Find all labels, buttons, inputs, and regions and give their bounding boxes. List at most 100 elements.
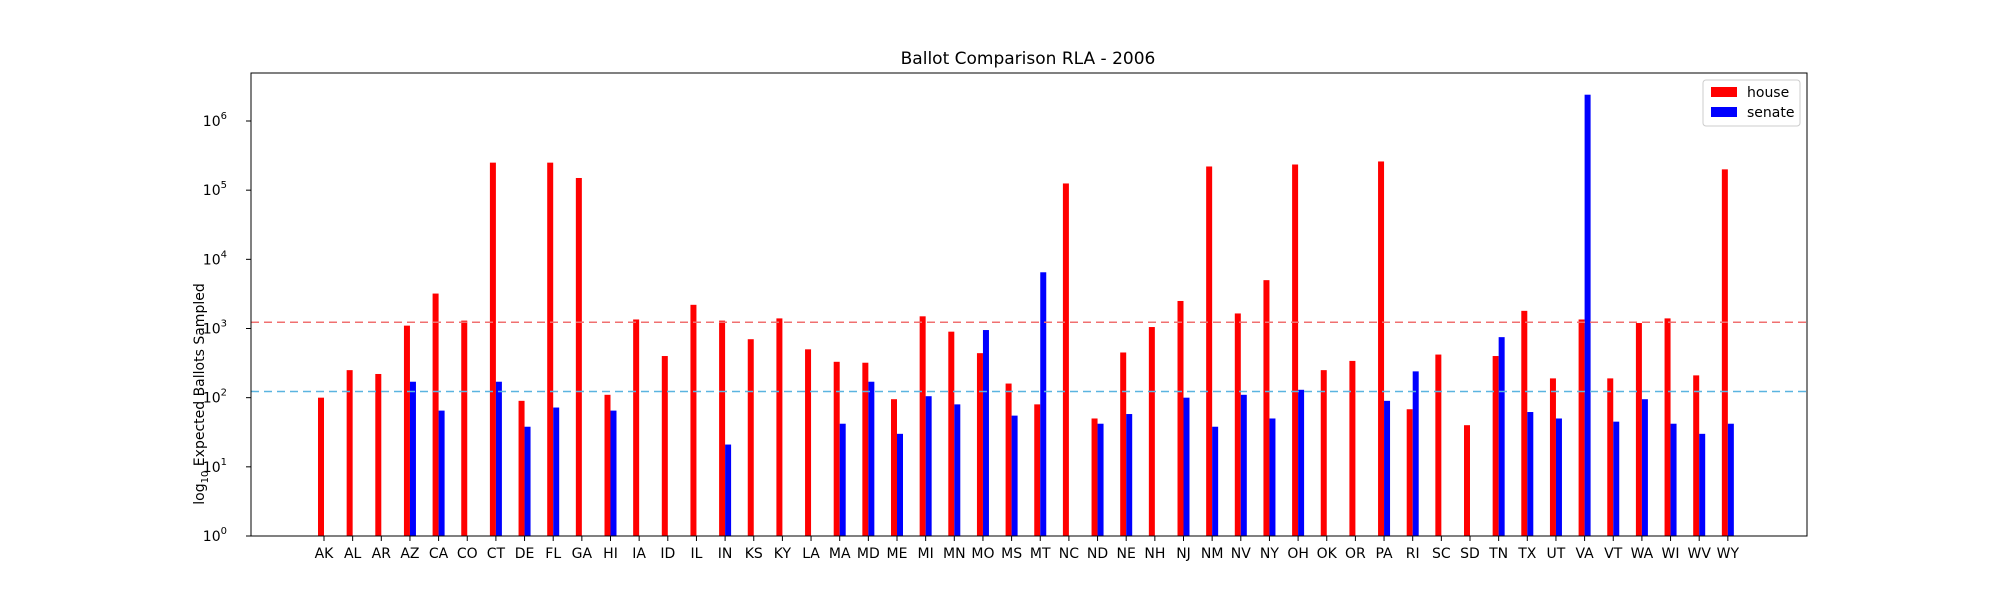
bar-senate [1699,433,1706,536]
bar-senate [1011,415,1018,536]
bar-senate [1183,397,1190,536]
x-tick-label: MS [1001,546,1022,562]
bar-house [1492,356,1499,536]
y-tick-label: 106 [203,111,227,130]
x-tick-label: SD [1460,546,1480,562]
x-tick-label: GA [572,546,593,562]
bar-house [1177,300,1184,536]
x-tick-label: TX [1517,546,1537,562]
bar-house [1549,378,1556,536]
bar-house [1607,378,1614,536]
bar-senate [868,381,875,536]
x-tick-label: IA [632,546,646,562]
x-tick-label: ME [887,546,908,562]
x-tick-label: WV [1687,546,1711,562]
bar-house [1635,323,1642,536]
x-tick-label: MA [829,546,851,562]
x-tick-label: WI [1662,546,1680,562]
bar-house [1435,354,1442,536]
x-tick-label: ID [660,546,675,562]
x-tick-label: CA [429,546,449,562]
legend: house senate [1702,79,1801,127]
bar-house [575,177,582,537]
bar-senate [409,381,416,536]
x-tick-label: AK [315,546,335,562]
bar-senate [524,426,531,536]
bar-house [461,320,468,536]
bar-house [1464,425,1470,536]
bar-senate [954,404,961,536]
x-tick-label: AL [344,546,362,562]
x-tick-label: MT [1030,546,1051,562]
x-tick-label: HI [603,546,618,562]
bar-senate [1555,418,1562,536]
bar-house [1320,370,1327,536]
bar-house [1292,164,1299,536]
bar-senate [1727,423,1734,536]
bar-house [1005,383,1012,536]
bar-house [1578,319,1585,536]
bar-house [891,399,897,536]
bar-senate [1269,418,1276,536]
bar-house [432,293,439,536]
bar-senate [1498,337,1505,536]
bar-house [1349,360,1356,536]
x-tick-label: NJ [1176,546,1191,562]
x-tick-label: NH [1144,546,1165,562]
bar-senate [1384,400,1391,536]
y-tick-label: 104 [203,249,227,268]
bar-senate [1527,412,1534,536]
x-tick-label: KY [774,546,792,562]
x-tick-label: UT [1547,546,1566,562]
bar-house [518,400,525,536]
x-tick-label: OR [1345,546,1366,562]
bar-house [719,320,726,536]
bar-senate [1670,423,1677,536]
bar-senate [1097,423,1104,536]
x-tick-label: RI [1406,546,1420,562]
bar-house [1263,280,1270,536]
x-tick-label: NV [1231,546,1251,562]
chart-title: Ballot Comparison RLA - 2006 [901,49,1156,69]
bar-senate [1613,421,1620,536]
bar-senate [839,423,846,536]
x-tick-label: MI [918,546,934,562]
y-axis-label-prefix: log [192,483,208,504]
bar-senate [725,444,732,536]
y-tick-label: 100 [203,526,227,545]
x-tick-label: OH [1287,546,1309,562]
x-tick-label: MD [857,546,880,562]
bar-house [346,370,353,536]
bar-house [604,394,611,536]
bar-house [1664,318,1671,536]
bar-house [747,339,754,536]
x-tick-label: VA [1575,546,1594,562]
bar-house [1234,313,1241,536]
x-tick-label: NC [1059,546,1079,562]
legend-swatch-senate [1711,107,1737,117]
bar-senate [1126,414,1133,536]
x-tick-label: MN [943,546,966,562]
x-tick-label: PA [1375,546,1393,562]
bar-senate [1641,399,1648,536]
bar-house [1062,183,1069,536]
bar-senate [1212,426,1219,536]
x-tick-label: LA [802,546,820,562]
bar-senate [553,407,560,536]
bar-house [403,325,410,536]
x-tick-label: CT [487,546,506,562]
x-tick-label: ND [1087,546,1108,562]
x-tick-label: NM [1201,546,1224,562]
bar-house [547,162,554,536]
bar-senate [925,396,932,536]
x-tick-label: SC [1432,546,1451,562]
bar-house [1148,327,1155,536]
bar-house [489,162,496,536]
x-tick-label: KS [745,546,763,562]
bar-house [976,353,983,536]
x-tick-label: IN [718,546,733,562]
legend-swatch-house [1711,87,1737,97]
x-tick-label: WA [1631,546,1654,562]
bar-house [776,318,783,536]
